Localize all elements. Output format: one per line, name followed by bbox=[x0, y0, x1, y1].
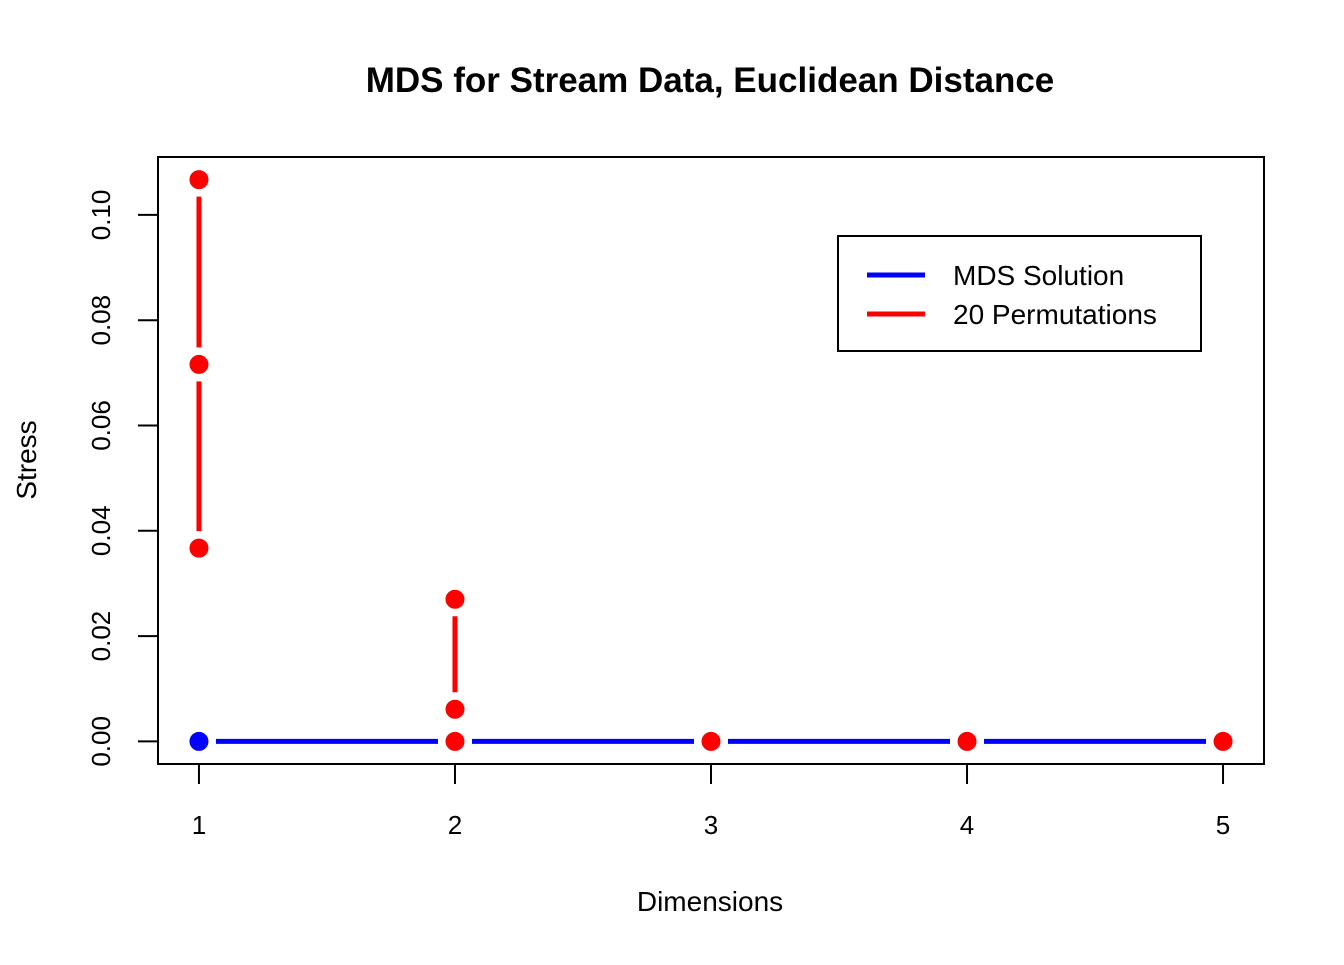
permutation-point bbox=[444, 698, 466, 720]
x-tick-label: 3 bbox=[704, 810, 718, 840]
legend-label-20-permutations: 20 Permutations bbox=[953, 299, 1157, 330]
permutation-point bbox=[1212, 730, 1234, 752]
permutation-point bbox=[956, 730, 978, 752]
y-tick-label: 0.06 bbox=[86, 400, 116, 451]
mds-solution-point bbox=[188, 730, 210, 752]
y-tick-label: 0.00 bbox=[86, 716, 116, 767]
y-axis: 0.00 0.02 0.04 0.06 0.08 0.10 bbox=[86, 190, 159, 767]
plot-marks bbox=[188, 169, 1234, 752]
x-axis-label: Dimensions bbox=[637, 886, 783, 917]
permutation-point bbox=[700, 730, 722, 752]
permutation-point bbox=[444, 730, 466, 752]
y-tick-label: 0.08 bbox=[86, 295, 116, 346]
permutation-point bbox=[444, 588, 466, 610]
legend: MDS Solution 20 Permutations bbox=[837, 235, 1202, 352]
x-tick-label: 4 bbox=[960, 810, 974, 840]
x-axis: 1 2 3 4 5 bbox=[192, 763, 1230, 840]
x-tick-label: 1 bbox=[192, 810, 206, 840]
legend-label-mds-solution: MDS Solution bbox=[953, 260, 1124, 291]
permutation-point bbox=[188, 169, 210, 191]
y-axis-label: Stress bbox=[11, 420, 42, 499]
x-tick-label: 5 bbox=[1216, 810, 1230, 840]
chart-title: MDS for Stream Data, Euclidean Distance bbox=[366, 61, 1055, 100]
y-tick-label: 0.04 bbox=[86, 505, 116, 556]
y-tick-label: 0.10 bbox=[86, 190, 116, 241]
permutation-point bbox=[188, 353, 210, 375]
legend-box bbox=[837, 235, 1202, 352]
y-tick-label: 0.02 bbox=[86, 611, 116, 662]
x-tick-label: 2 bbox=[448, 810, 462, 840]
permutation-point bbox=[188, 537, 210, 559]
